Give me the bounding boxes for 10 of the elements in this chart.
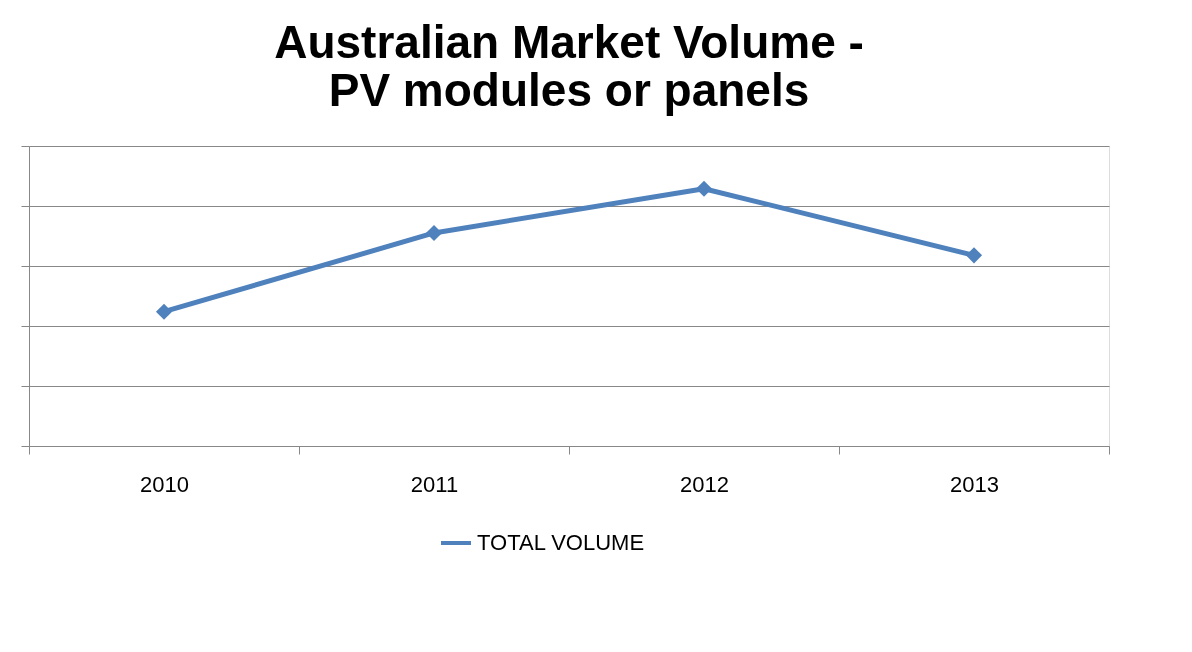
point [965,247,983,264]
chart-title: Australian Market Volume - PV modules or panels [274,15,864,116]
point [695,180,713,197]
legend-label: TOTAL VOLUME [477,530,645,555]
x-tick-label: 2011 [410,471,459,497]
x-tick-label: 2010 [140,471,189,497]
point [155,303,173,320]
x-tick-label: 2013 [950,471,999,497]
point [425,224,443,242]
x-tick-label: 2012 [680,471,729,497]
